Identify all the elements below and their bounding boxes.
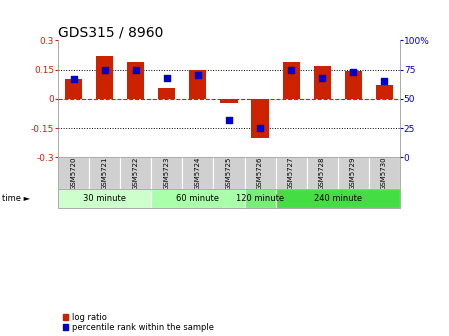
Point	[163, 75, 171, 80]
Text: GSM5730: GSM5730	[381, 157, 387, 190]
Text: GSM5721: GSM5721	[102, 157, 108, 190]
Legend: log ratio, percentile rank within the sample: log ratio, percentile rank within the sa…	[62, 312, 214, 332]
Bar	[128, 62, 145, 99]
Bar	[213, 157, 245, 189]
Text: GSM5720: GSM5720	[71, 157, 77, 190]
Text: 60 minute: 60 minute	[176, 194, 220, 203]
Text: GDS315 / 8960: GDS315 / 8960	[58, 25, 164, 39]
Point	[380, 79, 387, 84]
Point	[349, 69, 357, 75]
Bar	[182, 157, 213, 189]
Point	[70, 76, 78, 82]
Bar	[307, 157, 338, 189]
Point	[256, 125, 264, 131]
Bar	[375, 85, 392, 99]
Bar	[344, 71, 361, 99]
Bar	[58, 189, 151, 208]
Point	[225, 117, 233, 123]
Text: 30 minute: 30 minute	[84, 194, 127, 203]
Bar	[151, 157, 182, 189]
Bar	[120, 157, 151, 189]
Bar	[276, 157, 307, 189]
Point	[101, 67, 109, 72]
Bar	[338, 157, 369, 189]
Bar	[151, 189, 245, 208]
Text: GSM5729: GSM5729	[350, 157, 356, 190]
Point	[194, 73, 202, 78]
Point	[318, 75, 326, 80]
Text: GSM5728: GSM5728	[319, 157, 325, 190]
Bar	[89, 157, 120, 189]
Bar	[369, 157, 400, 189]
Text: GSM5722: GSM5722	[133, 157, 139, 190]
Bar	[251, 99, 269, 138]
Text: 120 minute: 120 minute	[236, 194, 284, 203]
Point	[132, 67, 140, 72]
Bar	[66, 79, 83, 99]
Point	[287, 67, 295, 72]
Text: time ►: time ►	[2, 194, 31, 203]
Text: GSM5727: GSM5727	[288, 157, 294, 190]
Text: GSM5726: GSM5726	[257, 157, 263, 190]
Bar	[58, 157, 89, 189]
Text: GSM5723: GSM5723	[164, 157, 170, 190]
Bar	[220, 99, 238, 103]
Bar	[282, 62, 299, 99]
Bar	[189, 70, 207, 99]
Bar	[97, 56, 114, 99]
Bar	[245, 157, 276, 189]
Bar	[313, 66, 330, 99]
Bar	[245, 189, 276, 208]
Text: GSM5725: GSM5725	[226, 157, 232, 190]
Text: 240 minute: 240 minute	[313, 194, 361, 203]
Bar	[158, 88, 176, 99]
Text: GSM5724: GSM5724	[195, 157, 201, 190]
Bar	[276, 189, 400, 208]
